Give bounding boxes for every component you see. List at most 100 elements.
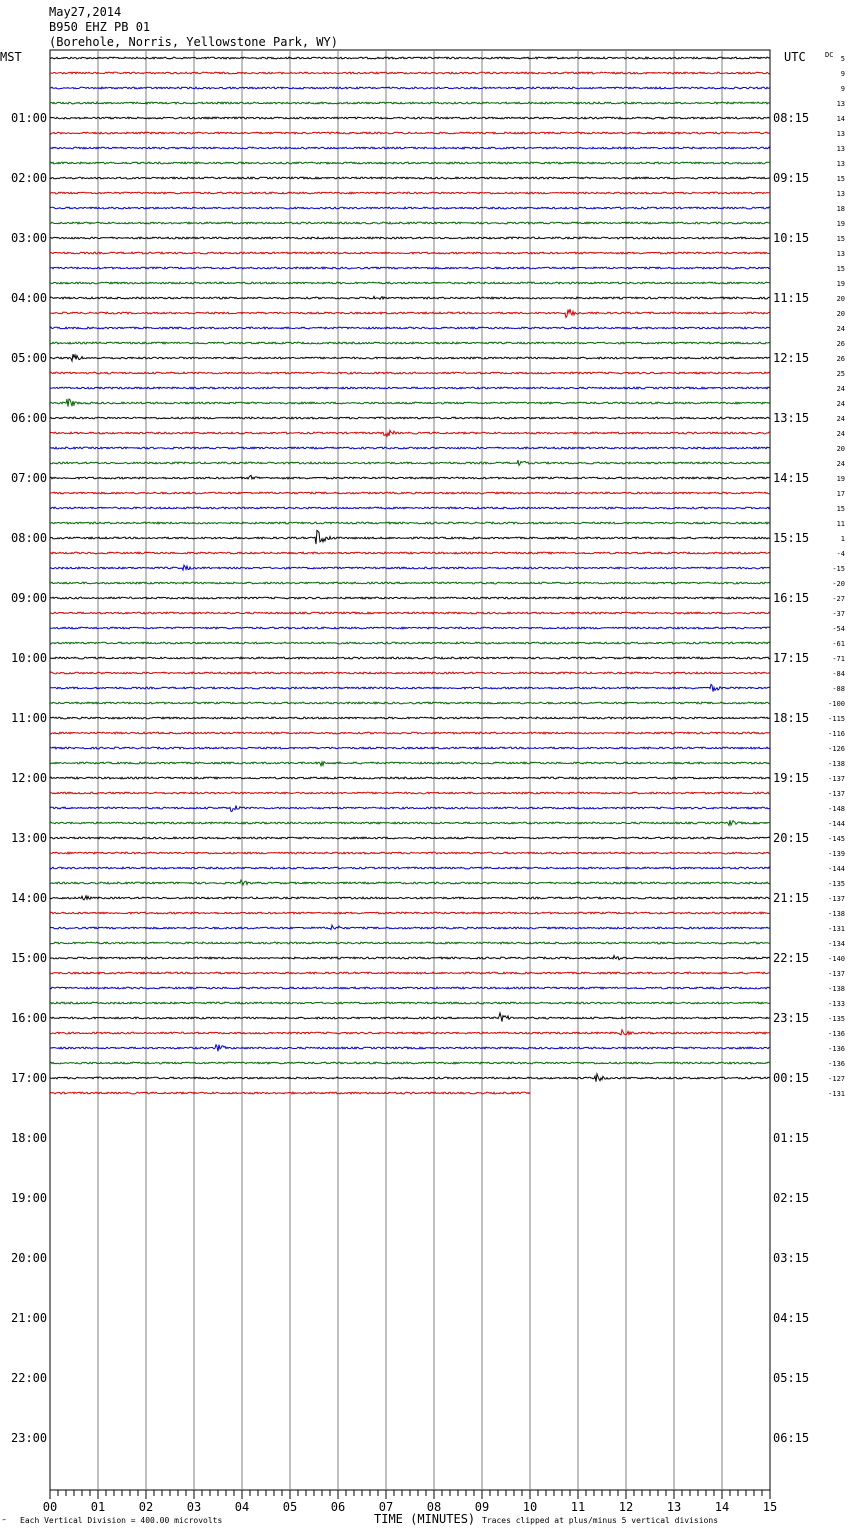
trace-line xyxy=(49,878,771,887)
mst-hour-label: 05:00 xyxy=(11,351,47,365)
dc-offset-value: 20 xyxy=(837,295,845,303)
location-label: (Borehole, Norris, Yellowstone Park, WY) xyxy=(49,35,338,49)
x-tick-label: 10 xyxy=(523,1500,537,1514)
utc-time-labels: 08:15 09:15 10:15 11:15 12:15 13:15 14:15 15:15… xyxy=(773,111,809,1445)
trace-line xyxy=(49,971,771,975)
dc-offset-value: -4 xyxy=(837,550,845,558)
x-tick-label: 04 xyxy=(235,1500,249,1514)
mst-hour-label: 06:00 xyxy=(11,411,47,425)
trace-line xyxy=(49,701,771,705)
x-tick-label: 12 xyxy=(619,1500,633,1514)
dc-offset-value: -27 xyxy=(832,595,845,603)
mst-hour-label: 08:00 xyxy=(11,531,47,545)
dc-offset-value: -133 xyxy=(828,1000,845,1008)
dc-offset-value: -126 xyxy=(828,745,845,753)
mst-hour-label: 12:00 xyxy=(11,771,47,785)
trace-line xyxy=(49,641,771,645)
trace-line xyxy=(49,1091,531,1095)
dc-offset-value: 9 xyxy=(841,85,845,93)
dc-offset-value: -138 xyxy=(828,985,845,993)
dc-offset-value: 13 xyxy=(837,100,845,108)
trace-line xyxy=(49,1011,770,1022)
trace-line xyxy=(49,731,771,735)
trace-group xyxy=(49,56,771,1095)
dc-offset-value: -144 xyxy=(828,865,845,873)
trace-line xyxy=(49,101,771,105)
dc-offset-value: 11 xyxy=(837,520,845,528)
trace-line xyxy=(49,116,770,120)
dc-offset-value: -20 xyxy=(832,580,845,588)
trace-line xyxy=(49,683,771,692)
dc-label: DC xyxy=(825,51,833,59)
trace-line xyxy=(49,353,771,363)
dc-offset-value: -84 xyxy=(832,670,845,678)
trace-line xyxy=(49,1061,771,1065)
x-tick-label: 14 xyxy=(715,1500,729,1514)
dc-offset-value: 1 xyxy=(841,535,845,543)
mst-hour-label: 04:00 xyxy=(11,291,47,305)
utc-hour-label: 14:15 xyxy=(773,471,809,485)
utc-hour-label: 15:15 xyxy=(773,531,809,545)
dc-offset-value: 14 xyxy=(837,115,845,123)
trace-line xyxy=(49,236,771,240)
trace-line xyxy=(49,851,771,855)
scale-note: Each Vertical Division = 400.00 microvol… xyxy=(20,1516,222,1525)
dc-offset-value: -37 xyxy=(832,610,845,618)
trace-line xyxy=(49,446,771,450)
mst-hour-label: 14:00 xyxy=(11,891,47,905)
trace-line xyxy=(49,86,771,90)
date-label: May27,2014 xyxy=(49,5,121,19)
trace-line xyxy=(49,866,771,870)
x-tick-label: 13 xyxy=(667,1500,681,1514)
trace-line xyxy=(49,416,770,420)
dc-offset-value: 19 xyxy=(837,475,845,483)
dc-offset-value: -138 xyxy=(828,760,845,768)
dc-offset-value: 5 xyxy=(841,55,845,63)
trace-line xyxy=(49,521,771,525)
mst-hour-label: 03:00 xyxy=(11,231,47,245)
trace-line xyxy=(49,805,771,813)
utc-hour-label: 13:15 xyxy=(773,411,809,425)
utc-hour-label: 17:15 xyxy=(773,651,809,665)
trace-line xyxy=(49,986,771,990)
dc-offset-value: 13 xyxy=(837,145,845,153)
utc-hour-label: 21:15 xyxy=(773,891,809,905)
trace-line xyxy=(49,551,771,555)
dc-offset-value: -135 xyxy=(828,880,845,888)
utc-hour-label: 19:15 xyxy=(773,771,809,785)
footer-mark: ‴ xyxy=(2,1518,6,1526)
dc-offset-value: -116 xyxy=(828,730,845,738)
dc-offset-value: -127 xyxy=(828,1075,845,1083)
trace-line xyxy=(49,759,771,768)
trace-line xyxy=(49,791,771,795)
trace-line xyxy=(49,146,771,150)
dc-offset-value: -136 xyxy=(828,1060,845,1068)
trace-line xyxy=(49,386,771,390)
trace-line xyxy=(49,954,771,961)
dc-offset-value: -135 xyxy=(828,1015,845,1023)
dc-offset-value: 13 xyxy=(837,130,845,138)
trace-line xyxy=(49,398,771,407)
dc-offset-value: 20 xyxy=(837,310,845,318)
clip-note: Traces clipped at plus/minus 5 vertical … xyxy=(482,1516,718,1525)
dc-offset-value: -138 xyxy=(828,910,845,918)
x-tick-label: 15 xyxy=(763,1500,777,1514)
dc-offset-value: 25 xyxy=(837,370,845,378)
dc-offset-value: -139 xyxy=(828,850,845,858)
dc-offset-value: 15 xyxy=(837,505,845,513)
trace-line xyxy=(49,1043,771,1052)
dc-offset-value: 13 xyxy=(837,190,845,198)
mst-time-labels: 01:00 02:00 03:00 04:00 05:00 06:00 07:00 08:00… xyxy=(11,111,47,1445)
mst-hour-label: 21:00 xyxy=(11,1311,47,1325)
trace-line xyxy=(49,191,771,195)
trace-line xyxy=(49,626,771,630)
dc-offset-value: 18 xyxy=(837,205,845,213)
trace-line xyxy=(49,1028,771,1036)
trace-line xyxy=(49,251,771,255)
dc-offset-value: -15 xyxy=(832,565,845,573)
trace-line xyxy=(49,56,771,60)
trace-line xyxy=(49,474,771,481)
x-axis-title: TIME (MINUTES) xyxy=(374,1512,475,1526)
dc-offset-value: 13 xyxy=(837,250,845,258)
mst-hour-label: 01:00 xyxy=(11,111,47,125)
